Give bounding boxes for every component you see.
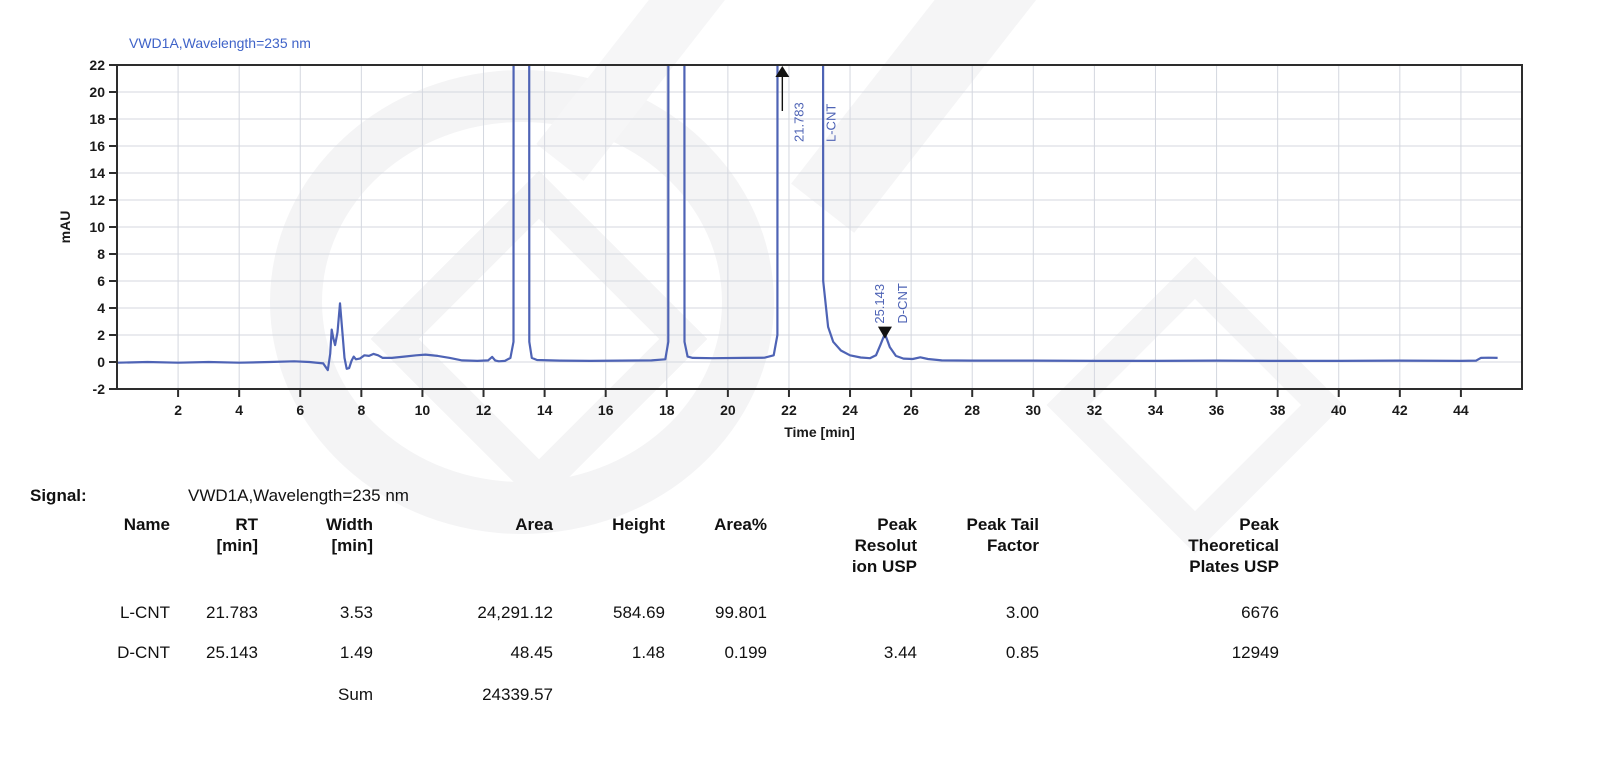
y-tick-label: 0	[97, 354, 105, 370]
peak-name-cell: D-CNT	[117, 643, 170, 662]
peak-marker-l-cnt	[775, 66, 790, 77]
peak-rt-label-l-cnt: 21.783	[791, 102, 806, 142]
x-tick-label: 6	[296, 402, 304, 418]
col-header-tail: Peak Tail Factor	[966, 515, 1039, 555]
x-tick-label: 10	[415, 402, 431, 418]
peak-name-cell: L-CNT	[119, 603, 170, 622]
rt-cell: 25.143	[206, 643, 258, 662]
sum-area: 24339.57	[482, 685, 553, 704]
col-header-resolution: Peak Resolut ion USP	[851, 515, 917, 576]
x-axis-title: Time [min]	[784, 424, 855, 440]
peak-name-label-l-cnt: L-CNT	[823, 104, 838, 142]
y-axis-title: mAU	[57, 211, 73, 244]
x-tick-label: 28	[964, 402, 980, 418]
y-tick-label: 12	[89, 192, 105, 208]
x-tick-label: 38	[1270, 402, 1286, 418]
x-tick-label: 24	[842, 402, 858, 418]
col-header-area-pct: Area%	[714, 515, 767, 534]
y-tick-label: 20	[89, 84, 105, 100]
sum-label: Sum	[338, 685, 373, 704]
y-tick-label: 22	[89, 57, 105, 73]
col-header-rt: RT [min]	[216, 515, 258, 555]
x-tick-label: 12	[476, 402, 492, 418]
area-cell: 48.45	[510, 643, 553, 662]
tail-cell: 3.00	[1005, 603, 1039, 622]
plates-cell: 6676	[1241, 603, 1279, 622]
x-tick-label: 32	[1087, 402, 1103, 418]
col-header-name: Name	[123, 515, 170, 534]
area-cell: 24,291.12	[477, 603, 553, 622]
height-cell: 1.48	[631, 643, 665, 662]
peak-rt-label-d-cnt: 25.143	[872, 284, 887, 324]
signal-value: VWD1A,Wavelength=235 nm	[188, 486, 409, 505]
x-tick-label: 2	[174, 402, 182, 418]
signal-label: Signal:	[30, 486, 87, 505]
y-tick-label: 14	[89, 165, 105, 181]
chromatogram-chart: 2 4 6 8 10 12 14 16 18 20 22 24 26 28 30 32 34 36 38 40 42 44…	[0, 8, 1560, 460]
x-tick-label: 34	[1148, 402, 1164, 418]
y-tick-label: 8	[97, 246, 105, 262]
x-tick-label: 44	[1453, 402, 1469, 418]
y-tick-label: 18	[89, 111, 105, 127]
rt-cell: 21.783	[206, 603, 258, 622]
signal-trace	[118, 64, 1498, 372]
x-tick-label: 30	[1026, 402, 1042, 418]
x-tick-label: 22	[781, 402, 797, 418]
peak-results-table: Name RT [min] Width [min] Area Height Ar…	[92, 514, 1279, 705]
y-tick-label: 10	[89, 219, 105, 235]
x-tick-label: 20	[720, 402, 736, 418]
area-pct-cell: 0.199	[724, 643, 767, 662]
sum-row: Sum 24339.57	[92, 663, 1279, 705]
col-header-plates: Peak Theoretical Plates USP	[1188, 515, 1279, 576]
peak-row-d-cnt: D-CNT 25.143 1.49 48.45 1.48 0.199 3.44 …	[92, 623, 1279, 663]
tail-cell: 0.85	[1005, 643, 1039, 662]
peak-row-l-cnt: L-CNT 21.783 3.53 24,291.12 584.69 99.80…	[92, 577, 1279, 623]
signal-row: Signal: VWD1A,Wavelength=235 nm	[30, 486, 409, 506]
x-tick-label: 42	[1392, 402, 1408, 418]
x-tick-label: 18	[659, 402, 675, 418]
plates-cell: 12949	[1231, 643, 1279, 662]
chromatogram-plot: 2 4 6 8 10 12 14 16 18 20 22 24 26 28 30 32 34 36 38 40 42 44…	[57, 35, 1523, 440]
x-tick-label: 16	[598, 402, 614, 418]
peak-name-label-d-cnt: D-CNT	[895, 283, 910, 323]
peak-marker-d-cnt	[877, 326, 892, 339]
col-header-height: Height	[612, 515, 665, 534]
area-pct-cell: 99.801	[715, 603, 767, 622]
width-cell: 3.53	[339, 603, 373, 622]
x-tick-label: 26	[903, 402, 919, 418]
resolution-cell: 3.44	[883, 643, 917, 662]
table-header-row: Name RT [min] Width [min] Area Height Ar…	[92, 514, 1279, 577]
x-tick-label: 36	[1209, 402, 1225, 418]
x-tick-label: 8	[357, 402, 365, 418]
col-header-width: Width [min]	[325, 515, 373, 555]
x-tick-label: 14	[537, 402, 553, 418]
chart-title: VWD1A,Wavelength=235 nm	[129, 35, 311, 51]
y-tick-label: -2	[93, 381, 106, 397]
x-tick-label: 40	[1331, 402, 1347, 418]
col-header-area: Area	[515, 515, 553, 534]
width-cell: 1.49	[339, 643, 373, 662]
resolution-cell	[767, 577, 917, 623]
y-tick-label: 6	[97, 273, 105, 289]
x-tick-label: 4	[235, 402, 243, 418]
height-cell: 584.69	[613, 603, 665, 622]
y-tick-label: 16	[89, 138, 105, 154]
y-tick-label: 2	[97, 327, 105, 343]
y-tick-label: 4	[97, 300, 105, 316]
